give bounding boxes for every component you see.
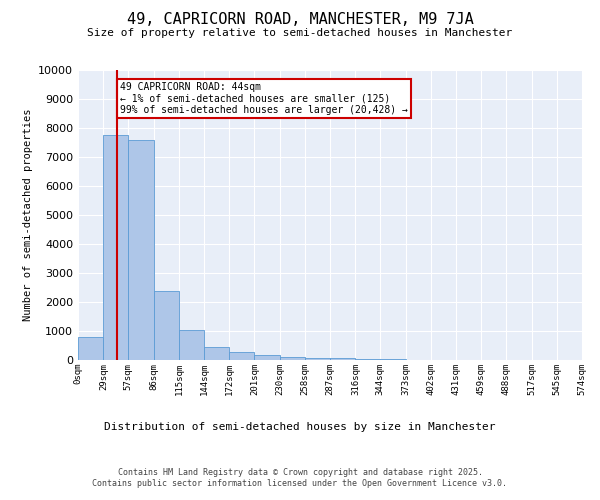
Bar — [305, 358, 330, 360]
Bar — [179, 330, 205, 360]
Text: Distribution of semi-detached houses by size in Manchester: Distribution of semi-detached houses by … — [104, 422, 496, 432]
Bar — [229, 352, 254, 360]
Y-axis label: Number of semi-detached properties: Number of semi-detached properties — [23, 109, 32, 322]
Bar — [103, 135, 128, 360]
Bar — [128, 140, 154, 360]
Bar — [330, 358, 355, 360]
Bar — [154, 291, 179, 360]
Text: 49 CAPRICORN ROAD: 44sqm
← 1% of semi-detached houses are smaller (125)
99% of s: 49 CAPRICORN ROAD: 44sqm ← 1% of semi-de… — [120, 82, 408, 115]
Text: Size of property relative to semi-detached houses in Manchester: Size of property relative to semi-detach… — [88, 28, 512, 38]
Bar — [78, 337, 103, 360]
Text: Contains HM Land Registry data © Crown copyright and database right 2025.
Contai: Contains HM Land Registry data © Crown c… — [92, 468, 508, 487]
Bar — [254, 355, 280, 360]
Text: 49, CAPRICORN ROAD, MANCHESTER, M9 7JA: 49, CAPRICORN ROAD, MANCHESTER, M9 7JA — [127, 12, 473, 28]
Bar — [355, 359, 380, 360]
Bar — [280, 356, 305, 360]
Bar — [205, 347, 229, 360]
